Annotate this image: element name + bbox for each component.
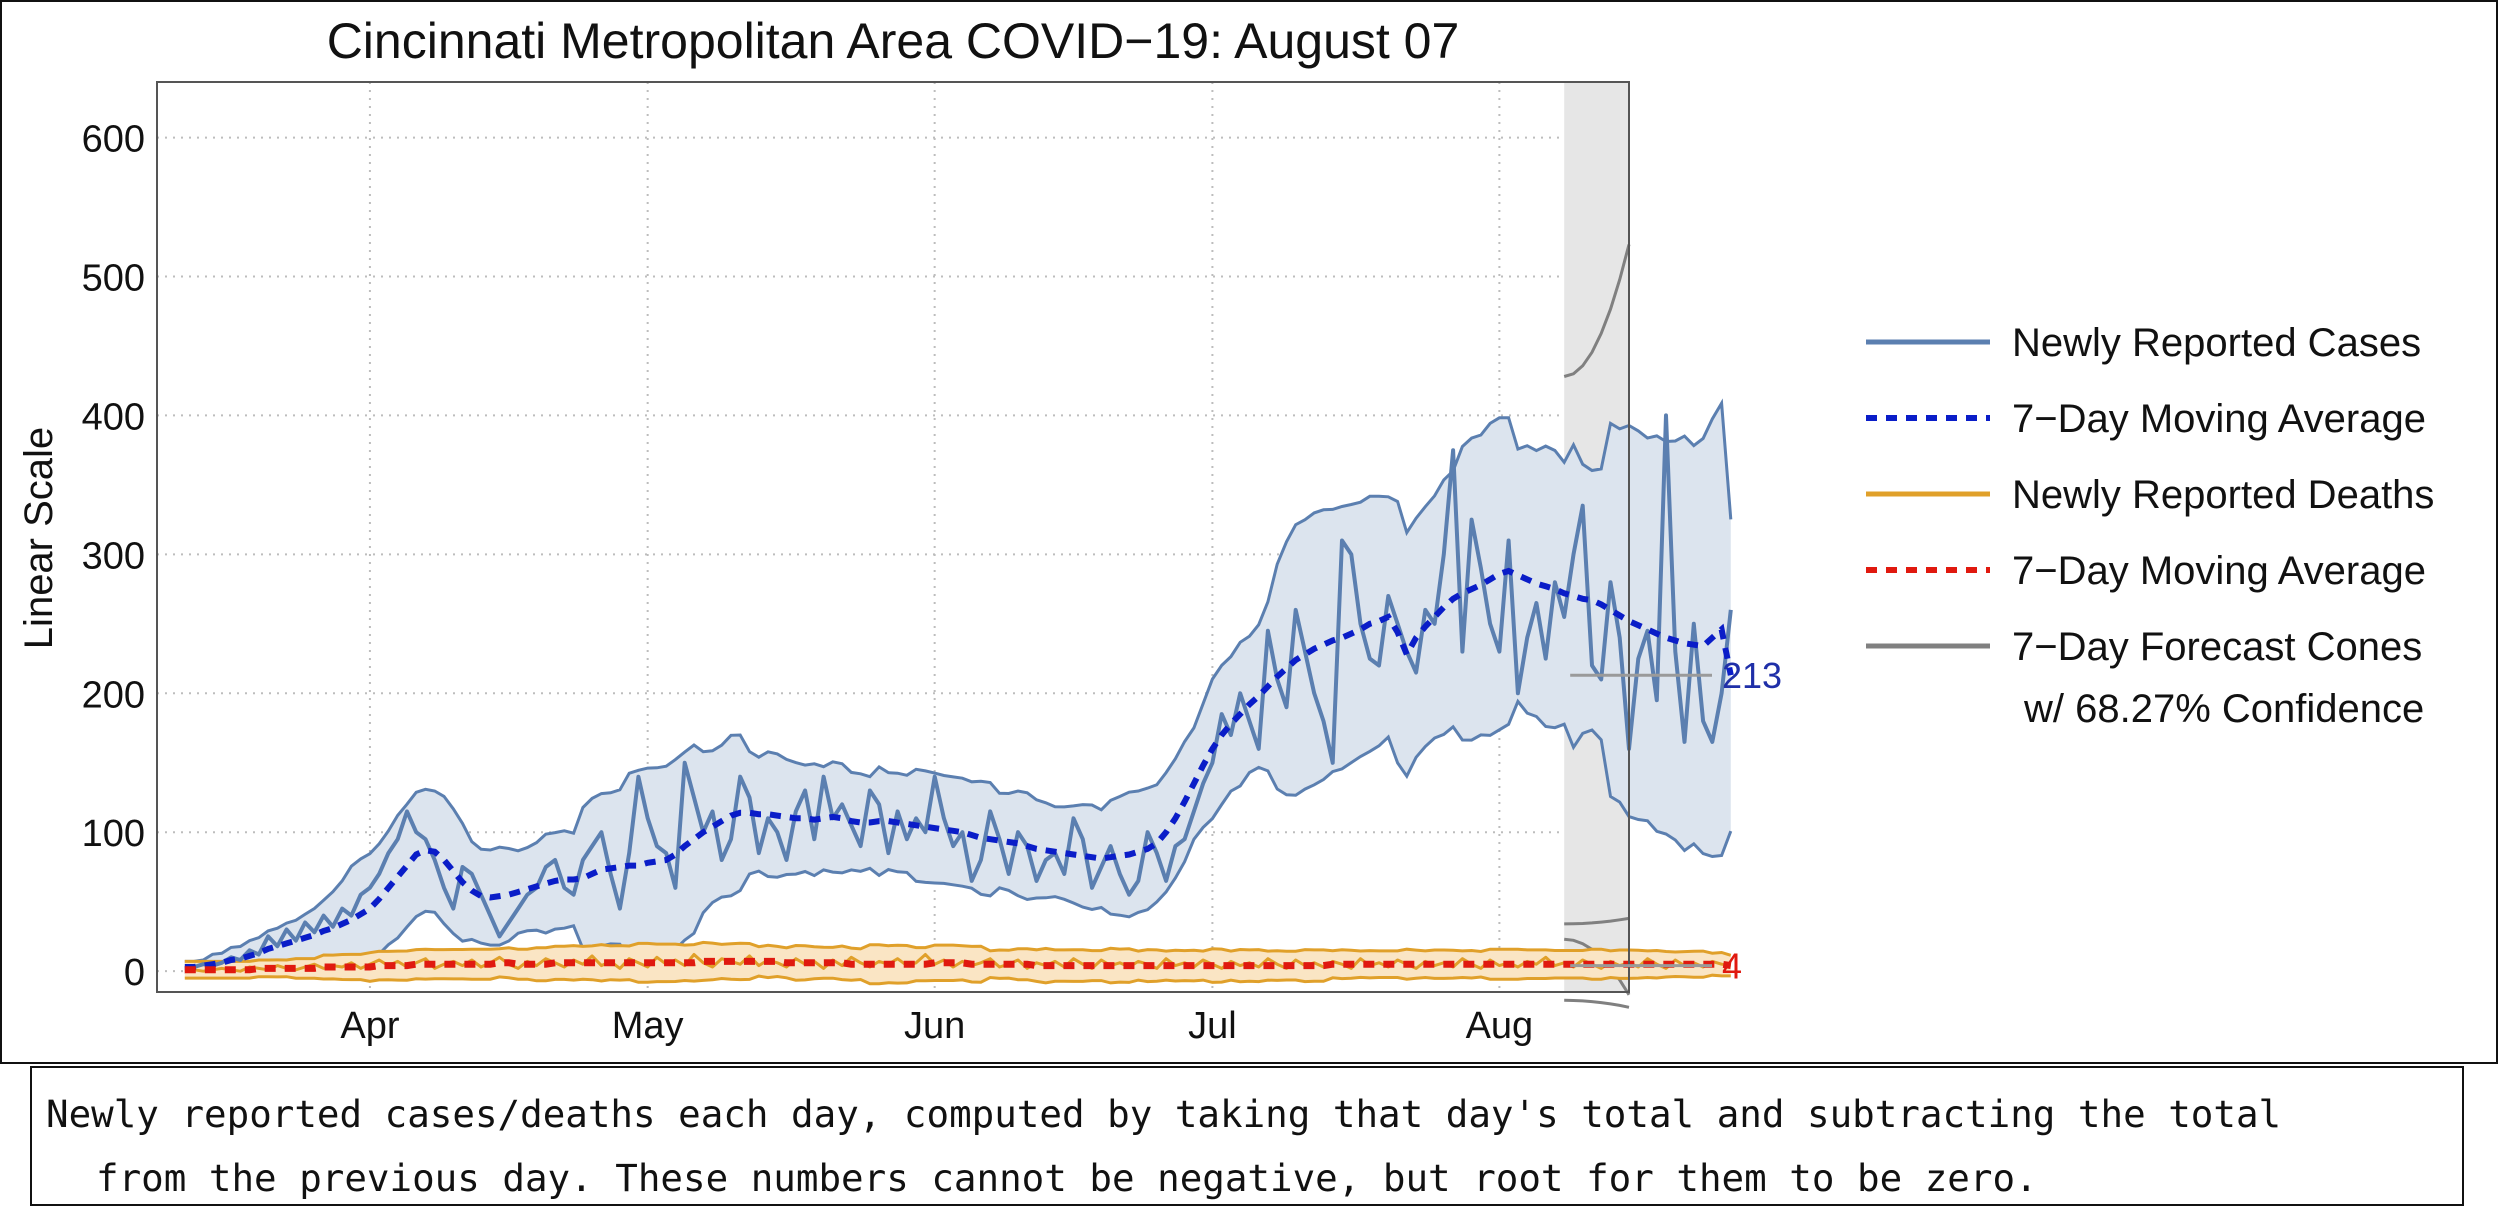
figure-frame [0, 0, 2498, 1064]
cases-band-fill [184, 403, 1731, 975]
y-tick-200: 200 [82, 674, 145, 716]
deaths-band-lower [184, 973, 1731, 986]
forecast-deaths-lower [1564, 998, 1630, 1009]
legend-label-4: 7−Day Forecast Cones [2012, 625, 2422, 669]
axis-ticks: 0 100 200 300 400 500 600 Apr May Jun Jul Aug [82, 119, 1534, 1047]
forecast-deaths-upper [1564, 916, 1630, 926]
covid-chart: Cincinnati Metropolitan Area COVID−19: A… [17, 13, 2434, 1047]
series-deaths-7day-average [184, 957, 1732, 974]
y-tick-100: 100 [82, 813, 145, 855]
y-tick-300: 300 [82, 535, 145, 577]
y-tick-400: 400 [82, 396, 145, 438]
annotation-label-4: 4 [1722, 946, 1742, 987]
x-tick-apr: Apr [340, 1005, 399, 1047]
caption-line-1: Newly reported cases/deaths each day, co… [46, 1092, 2282, 1136]
cases-band-upper [184, 398, 1733, 963]
x-tick-may: May [612, 1005, 684, 1047]
series-cases-7day-average [184, 567, 1734, 970]
legend-label-2: Newly Reported Deaths [2012, 473, 2434, 517]
legend-label-4-line2: w/ 68.27% Confidence [2023, 687, 2424, 731]
y-tick-600: 600 [82, 119, 145, 161]
cases-band-lower [184, 698, 1733, 976]
legend-label-1: 7−Day Moving Average [2012, 397, 2426, 441]
x-tick-jul: Jul [1188, 1005, 1237, 1047]
legend-label-0: Newly Reported Cases [2012, 321, 2421, 365]
legend: Newly Reported Cases 7−Day Moving Average… [1866, 321, 2434, 731]
y-tick-500: 500 [82, 258, 145, 300]
caption-box: Newly reported cases/deaths each day, co… [30, 1066, 2464, 1206]
series-newly-reported-cases [184, 413, 1733, 971]
plot-frame [156, 81, 1630, 993]
end-annotations: 213 4 [1570, 655, 1782, 987]
y-tick-0: 0 [124, 952, 145, 994]
chart-title: Cincinnati Metropolitan Area COVID−19: A… [327, 13, 1460, 69]
deaths-band-upper [184, 940, 1732, 963]
forecast-cases-upper [1563, 244, 1631, 378]
y-axis-label: Linear Scale [17, 427, 61, 649]
caption-line-2: from the previous day. These numbers can… [96, 1156, 2038, 1200]
x-tick-jun: Jun [904, 1005, 965, 1047]
series-lines [184, 413, 1734, 974]
annotation-label-213: 213 [1722, 655, 1782, 696]
x-tick-aug: Aug [1466, 1005, 1534, 1047]
legend-label-3: 7−Day Moving Average [2012, 549, 2426, 593]
